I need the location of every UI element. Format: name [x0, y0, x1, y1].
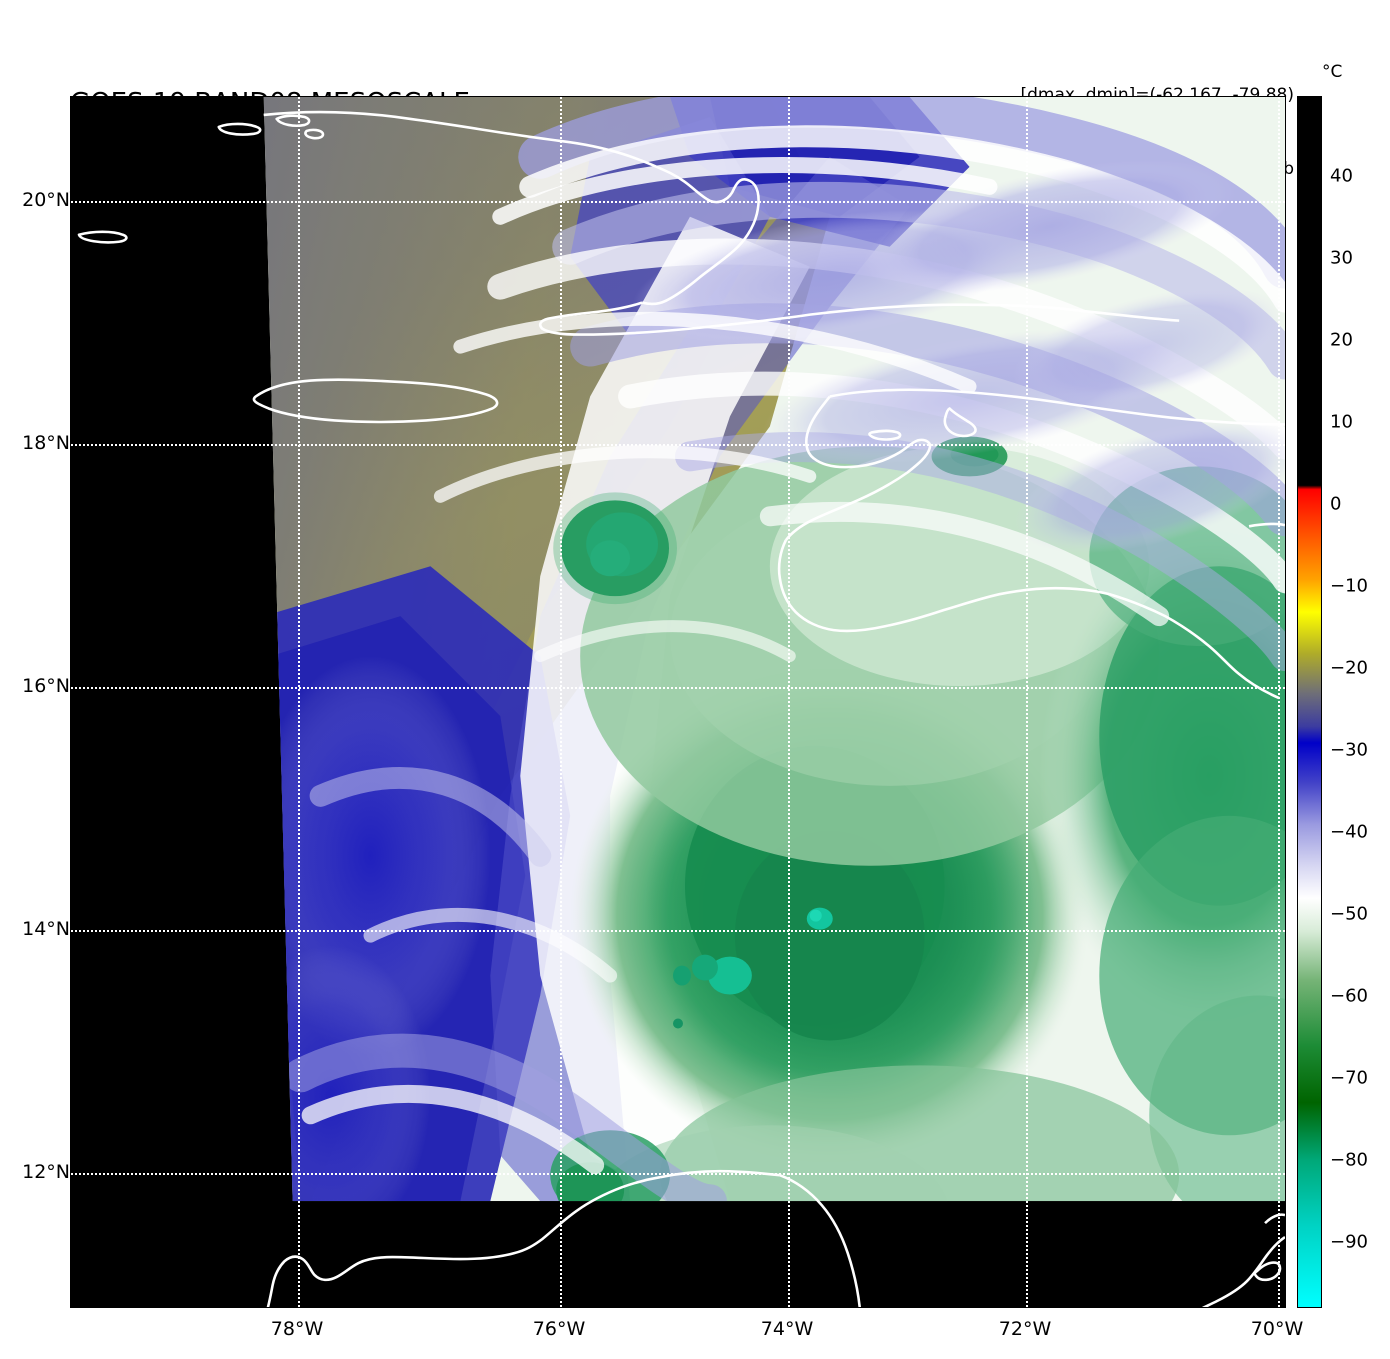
brightness-temperature-field [71, 97, 1285, 1307]
colorbar-tick-m10: −10 [1330, 575, 1368, 597]
colorbar-tick-m20: −20 [1330, 657, 1368, 679]
lat-label-20n: 20°N [22, 189, 70, 211]
satellite-image-canvas [71, 97, 1285, 1307]
colorbar-tick-m60: −60 [1330, 985, 1368, 1007]
colorbar-tick-m30: −30 [1330, 739, 1368, 761]
lat-label-16n: 16°N [22, 675, 70, 697]
lat-label-12n: 12°N [22, 1161, 70, 1183]
lon-label-76w: 76°W [532, 1318, 586, 1340]
lon-label-74w: 74°W [760, 1318, 814, 1340]
colorbar-tick-0: 0 [1330, 493, 1342, 515]
lon-label-70w: 70°W [1250, 1318, 1304, 1340]
lon-label-78w: 78°W [270, 1318, 324, 1340]
temperature-colorbar[interactable] [1297, 96, 1322, 1308]
colorbar-tick-10: 10 [1330, 411, 1353, 433]
lat-label-14n: 14°N [22, 918, 70, 940]
colorbar-tick-m90: −90 [1330, 1231, 1368, 1253]
colorbar-unit-label: °C [1322, 62, 1343, 82]
colorbar-tick-m80: −80 [1330, 1149, 1368, 1171]
colorbar-tick-m40: −40 [1330, 821, 1368, 843]
coastline-overlay [77, 110, 1285, 1307]
satellite-plot-area[interactable]: Copyright © 2020-2025 Dapiya [70, 96, 1286, 1308]
colorbar-tick-m70: −70 [1330, 1067, 1368, 1089]
colorbar-tick-30: 30 [1330, 247, 1353, 269]
colorbar-tick-40: 40 [1330, 165, 1353, 187]
lon-label-72w: 72°W [998, 1318, 1052, 1340]
colorbar-tick-20: 20 [1330, 329, 1353, 351]
colorbar-tick-m50: −50 [1330, 903, 1368, 925]
lat-label-18n: 18°N [22, 432, 70, 454]
